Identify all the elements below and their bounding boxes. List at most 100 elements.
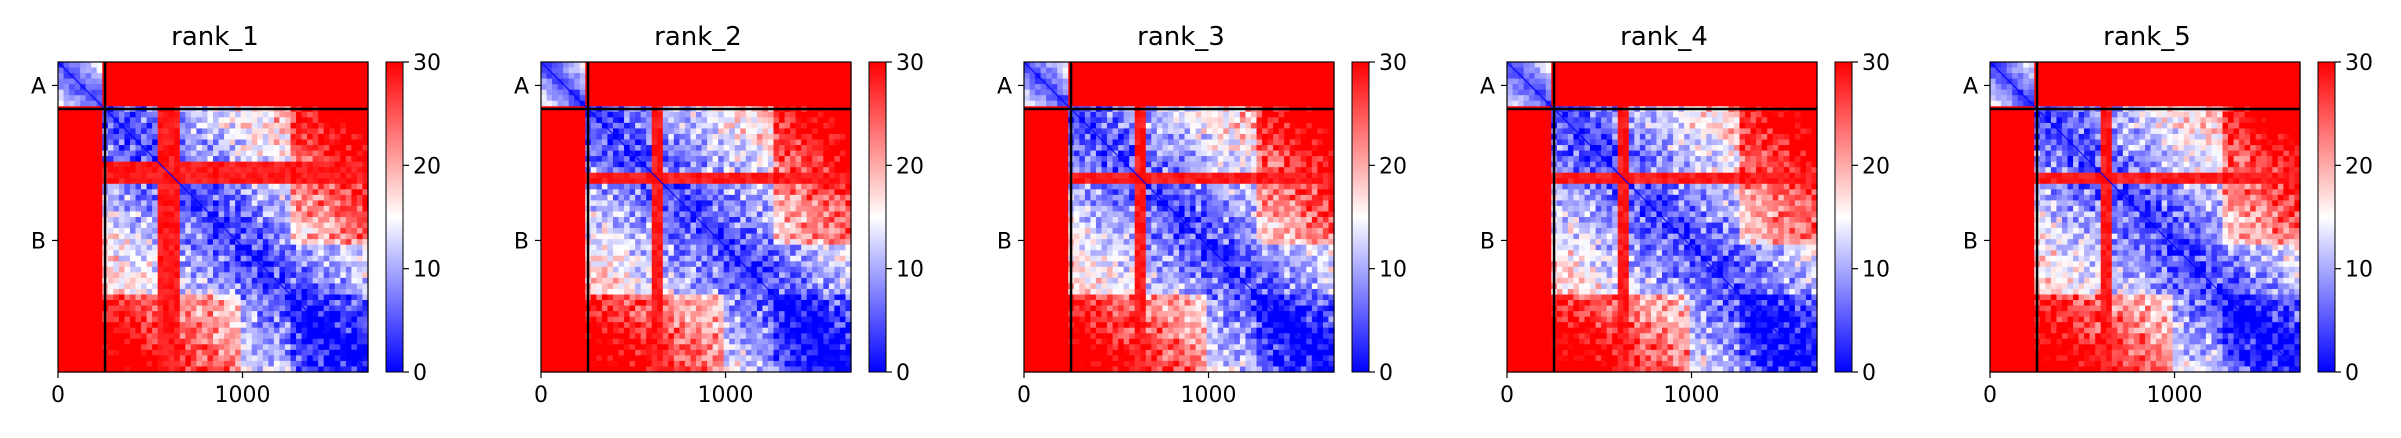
heatmap-cell bbox=[812, 139, 819, 146]
heatmap-cell bbox=[63, 266, 70, 273]
heatmap-cell bbox=[168, 189, 175, 196]
heatmap-cell bbox=[224, 89, 231, 96]
heatmap-cell bbox=[668, 233, 675, 240]
heatmap-cell bbox=[812, 73, 819, 80]
heatmap-cell bbox=[201, 111, 209, 118]
heatmap-cell bbox=[58, 305, 65, 312]
heatmap-cell bbox=[124, 156, 131, 163]
heatmap-cell bbox=[251, 305, 258, 312]
heatmap-cell bbox=[218, 233, 225, 240]
heatmap-cell bbox=[163, 200, 170, 207]
heatmap-cell bbox=[107, 84, 114, 91]
heatmap-cell bbox=[157, 73, 164, 80]
heatmap-cell bbox=[624, 100, 631, 107]
heatmap-cell bbox=[712, 67, 719, 74]
heatmap-cell bbox=[823, 156, 830, 163]
heatmap-cell bbox=[273, 211, 281, 218]
heatmap-cell bbox=[207, 300, 214, 307]
heatmap-cell bbox=[312, 167, 319, 174]
heatmap-cell bbox=[213, 239, 220, 246]
heatmap-cell bbox=[163, 156, 170, 163]
heatmap-cell bbox=[596, 78, 603, 85]
heatmap-cell bbox=[679, 62, 686, 69]
heatmap-cell bbox=[351, 178, 358, 185]
heatmap-cell bbox=[290, 217, 297, 224]
heatmap-cell bbox=[779, 139, 786, 146]
heatmap-cell bbox=[135, 228, 142, 235]
heatmap-cell bbox=[168, 156, 175, 163]
heatmap-cell bbox=[779, 200, 786, 207]
heatmap-cell bbox=[596, 161, 603, 168]
heatmap-cell bbox=[118, 100, 126, 107]
heatmap-cell bbox=[624, 128, 631, 135]
heatmap-cell bbox=[845, 222, 852, 229]
heatmap-cell bbox=[135, 178, 142, 185]
heatmap-cell bbox=[124, 311, 131, 318]
heatmap-cell bbox=[141, 200, 148, 207]
heatmap-cell bbox=[568, 200, 575, 207]
heatmap-cell bbox=[163, 239, 170, 246]
heatmap-cell bbox=[812, 167, 819, 174]
heatmap-cell bbox=[163, 62, 170, 69]
heatmap-cell bbox=[662, 205, 669, 213]
heatmap-cell bbox=[135, 366, 142, 373]
heatmap-cell bbox=[812, 200, 819, 207]
heatmap-cell bbox=[268, 283, 275, 290]
heatmap-cell bbox=[85, 316, 92, 323]
heatmap-cell bbox=[168, 349, 175, 356]
heatmap-cell bbox=[590, 122, 597, 130]
heatmap-cell bbox=[806, 133, 813, 141]
heatmap-cell bbox=[557, 233, 564, 240]
heatmap-cell bbox=[340, 172, 347, 179]
heatmap-cell bbox=[618, 222, 625, 229]
heatmap-cell bbox=[334, 161, 341, 168]
heatmap-cell bbox=[157, 183, 164, 190]
heatmap-cell bbox=[696, 150, 703, 157]
heatmap-cell bbox=[707, 172, 714, 179]
heatmap-cell bbox=[268, 233, 275, 240]
heatmap-cell bbox=[135, 250, 142, 257]
heatmap-cell bbox=[345, 100, 352, 107]
heatmap-cell bbox=[723, 161, 730, 168]
heatmap-cell bbox=[590, 117, 597, 124]
heatmap-cell bbox=[185, 117, 192, 124]
heatmap-cell bbox=[268, 95, 275, 102]
heatmap-cell bbox=[152, 62, 159, 69]
heatmap-cell bbox=[290, 311, 297, 318]
heatmap-cell bbox=[141, 250, 148, 257]
heatmap-cell bbox=[296, 283, 303, 290]
heatmap-cell bbox=[651, 161, 658, 168]
heatmap-cell bbox=[157, 228, 164, 235]
heatmap-cell bbox=[552, 145, 559, 152]
heatmap-cell bbox=[146, 228, 153, 235]
heatmap-cell bbox=[146, 178, 153, 185]
heatmap-cell bbox=[723, 200, 730, 207]
heatmap-cell bbox=[723, 84, 730, 91]
heatmap-cell bbox=[668, 211, 675, 218]
heatmap-cell bbox=[773, 205, 780, 213]
heatmap-cell bbox=[229, 338, 236, 345]
heatmap-cell bbox=[740, 145, 747, 152]
heatmap-cell bbox=[185, 145, 192, 152]
heatmap-cell bbox=[318, 244, 325, 251]
heatmap-cell bbox=[135, 261, 142, 268]
heatmap-cell bbox=[229, 355, 236, 362]
heatmap-cell bbox=[767, 73, 775, 80]
heatmap-cell bbox=[146, 172, 153, 179]
heatmap-cell bbox=[345, 366, 352, 373]
heatmap-cell bbox=[601, 161, 609, 168]
heatmap-cell bbox=[574, 211, 581, 218]
heatmap-cell bbox=[174, 183, 181, 190]
heatmap-cell bbox=[751, 84, 758, 91]
heatmap-cell bbox=[784, 161, 791, 168]
heatmap-cell bbox=[657, 205, 664, 213]
heatmap-cell bbox=[91, 167, 98, 174]
heatmap-cell bbox=[574, 233, 581, 240]
heatmap-cell bbox=[640, 189, 647, 196]
heatmap-cell bbox=[712, 84, 719, 91]
heatmap-cell bbox=[541, 139, 548, 146]
heatmap-cell bbox=[296, 244, 303, 251]
heatmap-cell bbox=[157, 117, 164, 124]
heatmap-cell bbox=[262, 172, 269, 179]
heatmap-cell bbox=[296, 139, 303, 146]
